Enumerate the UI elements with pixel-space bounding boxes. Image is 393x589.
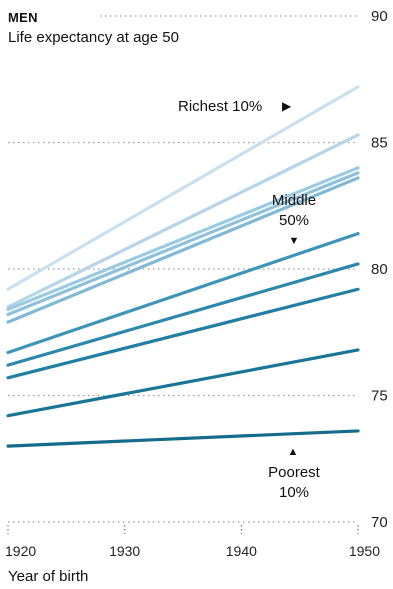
series-line-9 bbox=[6, 348, 360, 418]
x-axis-label: Year of birth bbox=[8, 568, 88, 585]
x-tick-label: 1950 bbox=[349, 543, 380, 559]
annotation-poorest-label-line2: 10% bbox=[279, 484, 309, 501]
annotation-richest-label: Richest 10% bbox=[178, 98, 262, 115]
series-line-6 bbox=[6, 231, 360, 355]
x-tick-label: 1930 bbox=[109, 543, 140, 559]
annotation-middle: Middle 50% ▼ bbox=[272, 192, 316, 247]
series-lines bbox=[6, 85, 360, 448]
series-line-5 bbox=[6, 176, 360, 324]
x-axis: 1920 1930 1940 1950 bbox=[5, 525, 380, 559]
series-line-3 bbox=[6, 166, 360, 312]
chart-eyebrow: MEN bbox=[8, 10, 38, 25]
x-tick-label: 1940 bbox=[226, 543, 257, 559]
series-line-1 bbox=[6, 85, 360, 291]
annotation-poorest: ▲ Poorest 10% bbox=[268, 446, 321, 501]
grid-layer bbox=[8, 15, 358, 523]
series-line-4 bbox=[6, 171, 360, 317]
annotation-middle-label-line2: 50% bbox=[279, 212, 309, 229]
up-arrow-icon: ▲ bbox=[288, 446, 299, 458]
series-line-7 bbox=[6, 262, 360, 367]
right-arrow-icon: ▶ bbox=[282, 99, 292, 113]
y-tick-label: 75 bbox=[371, 388, 388, 405]
x-tick-label: 1920 bbox=[5, 543, 36, 559]
annotation-richest: Richest 10% ▶ bbox=[178, 98, 292, 115]
y-tick-label: 85 bbox=[371, 135, 388, 152]
y-tick-label: 90 bbox=[371, 8, 388, 25]
y-tick-label: 80 bbox=[371, 261, 388, 278]
series-line-8 bbox=[6, 287, 360, 380]
series-line-10 bbox=[6, 429, 360, 448]
chart-subtitle: Life expectancy at age 50 bbox=[8, 29, 179, 46]
annotation-middle-label: Middle bbox=[272, 192, 316, 209]
series-line-2 bbox=[6, 133, 360, 309]
down-arrow-icon: ▼ bbox=[289, 235, 300, 247]
y-axis: 70 75 80 85 90 bbox=[371, 8, 388, 531]
y-tick-label: 70 bbox=[371, 514, 388, 531]
annotation-poorest-label: Poorest bbox=[268, 464, 321, 481]
